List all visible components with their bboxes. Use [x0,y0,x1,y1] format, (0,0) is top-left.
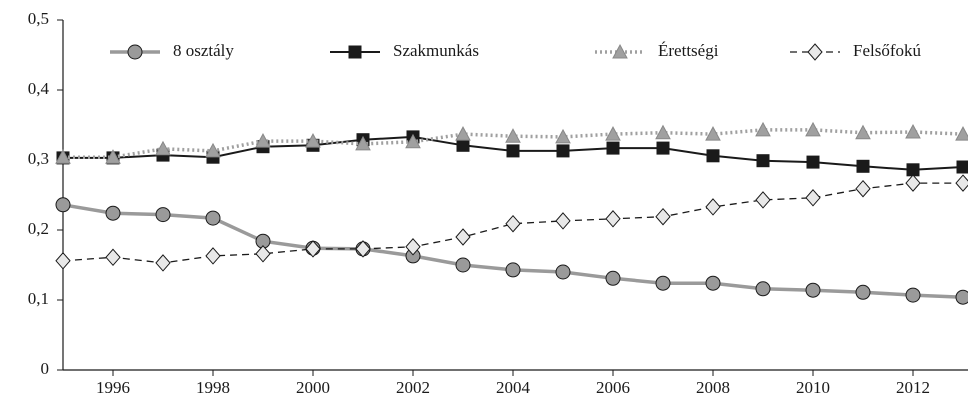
point [305,133,321,148]
x-tick-label: 2002 [396,378,430,397]
point [505,128,521,143]
legend-marker [612,43,628,59]
legend-marker [807,43,823,61]
x-tick-label: 2010 [796,378,830,397]
point [105,248,121,267]
point [305,240,321,258]
y-tick-label: 0,2 [28,219,49,238]
point [455,228,471,246]
x-tick-label: 2008 [696,378,730,397]
point [455,126,471,141]
point [655,124,671,140]
point [705,126,721,141]
point [856,159,870,173]
legend-marker [348,45,362,59]
point [955,289,968,305]
legend-label: 8 osztály [173,41,234,60]
point [255,245,271,263]
point [105,205,121,221]
point [905,287,921,303]
point [755,191,771,209]
x-tick-label: 2006 [596,378,630,397]
point [155,140,171,156]
point [155,254,171,272]
point [205,247,221,265]
point [355,240,371,258]
point [656,141,670,155]
point [506,144,520,158]
y-tick-label: 0,5 [28,9,49,28]
legend-marker [127,44,143,60]
point [655,275,671,291]
point [405,238,421,256]
legend-label: Érettségi [658,41,719,60]
point [955,174,968,192]
point [205,210,221,226]
y-tick-label: 0,4 [28,79,50,98]
point [556,144,570,158]
point [55,197,71,213]
point [555,212,571,230]
y-tick-label: 0 [41,359,50,378]
point [55,252,71,270]
legend-label: Felsőfokú [853,41,922,60]
point [705,275,721,291]
y-tick-label: 0,3 [28,149,49,168]
x-tick-label: 2000 [296,378,330,397]
point [255,133,271,148]
point [706,149,720,163]
point [705,198,721,216]
point [855,284,871,300]
point [805,121,821,137]
point [355,135,371,151]
point [505,214,521,233]
point [905,174,921,192]
point [906,163,920,177]
point [555,264,571,280]
point [605,270,621,286]
point [756,154,770,168]
point [155,207,171,223]
point [855,179,871,198]
point [455,257,471,273]
point [956,160,968,174]
point [605,126,621,141]
point [55,149,71,164]
x-tick-label: 2004 [496,378,531,397]
point [456,138,470,152]
point [755,281,771,297]
point [606,141,620,155]
point [555,128,571,144]
point [605,210,621,228]
point [655,207,671,226]
point [805,282,821,298]
point [855,124,871,140]
point [905,123,921,139]
point [806,155,820,169]
x-tick-label: 1996 [96,378,130,397]
y-tick-label: 0,1 [28,289,49,308]
point [105,149,121,164]
legend-label: Szakmunkás [393,41,479,60]
point [755,121,771,137]
point [505,262,521,278]
x-tick-label: 2012 [896,378,930,397]
point [805,189,821,207]
point [205,142,221,158]
point [955,126,968,141]
x-tick-label: 1998 [196,378,230,397]
point [405,133,421,149]
